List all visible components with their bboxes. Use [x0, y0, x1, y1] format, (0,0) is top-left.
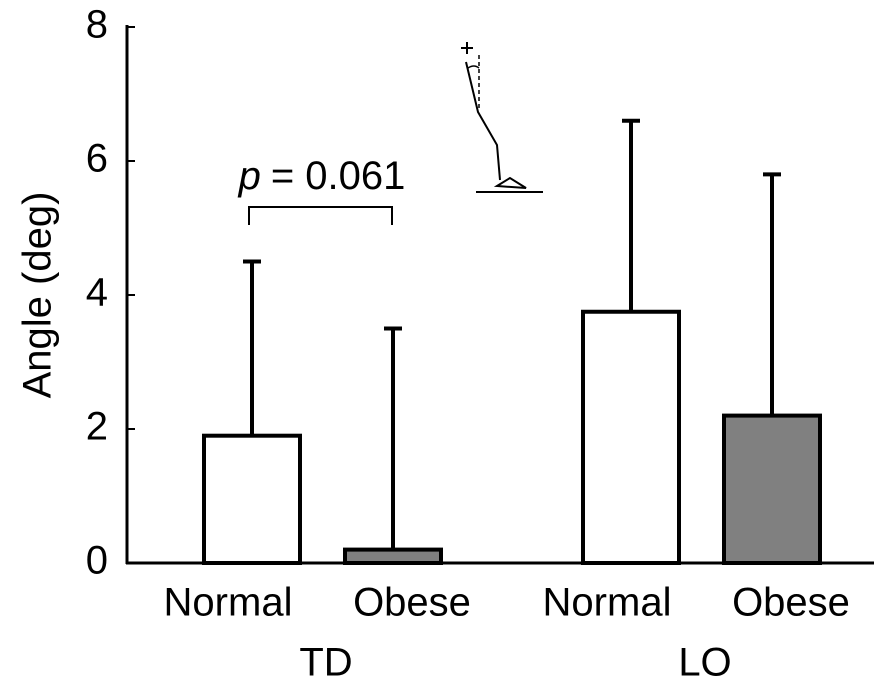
y-tick-label: 6 — [86, 137, 108, 181]
bar — [202, 433, 302, 566]
p-value: p = 0.061 — [238, 154, 406, 198]
bar — [722, 413, 822, 565]
y-tick-label: 2 — [86, 405, 108, 449]
plus-sign — [461, 42, 473, 54]
group-label: TD — [299, 641, 352, 685]
foot — [493, 176, 527, 189]
angle-arc — [467, 65, 480, 69]
bar — [343, 547, 443, 565]
p-text: = 0.061 — [271, 154, 406, 198]
x-tick-label: Normal — [543, 581, 672, 625]
significance-bracket — [248, 206, 393, 225]
y-tick-label: 4 — [86, 271, 108, 315]
bar — [581, 309, 681, 565]
group-label: LO — [678, 641, 731, 685]
y-tick-label: 0 — [86, 539, 108, 583]
posture-icon — [461, 42, 543, 193]
x-tick-label: Normal — [164, 581, 293, 625]
body-line — [465, 61, 501, 181]
x-tick-label: Obese — [353, 581, 471, 625]
p-symbol: p — [238, 154, 261, 198]
x-tick-label: Obese — [732, 581, 850, 625]
y-axis-title: Angle (deg) — [16, 192, 60, 399]
y-tick-label: 8 — [86, 3, 108, 47]
